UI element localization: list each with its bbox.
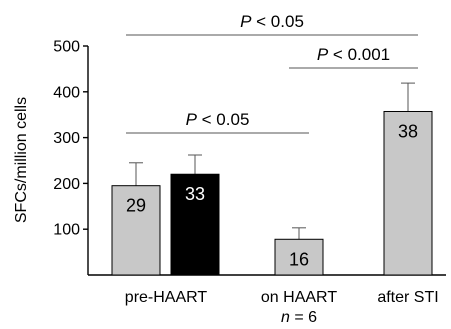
category-sublabel: n = 6 [281, 309, 317, 326]
x-axis-labels: pre-HAART on HAART n = 6 after STI [125, 289, 439, 326]
bar-data-label: 16 [289, 249, 309, 269]
bar-data-label: 33 [185, 184, 205, 204]
y-tick-label: 200 [53, 176, 80, 193]
bar [274, 238, 324, 276]
y-tick-label: 100 [53, 222, 80, 239]
y-tick-label: 300 [53, 130, 80, 147]
bar [383, 110, 433, 276]
bar [111, 185, 161, 276]
bar [170, 173, 220, 276]
bars: 29 33 16 38 [111, 82, 433, 276]
category-label: on HAART [261, 289, 337, 306]
significance-label: P < 0.001 [317, 45, 390, 64]
y-axis-label: SFCs/million cells [13, 97, 30, 223]
significance-label: P < 0.05 [240, 12, 304, 31]
bar-data-label: 38 [398, 121, 418, 141]
category-label: pre-HAART [125, 289, 208, 306]
significance-label: P < 0.05 [186, 110, 250, 129]
bar-data-label: 29 [126, 196, 146, 216]
category-label: after STI [377, 289, 438, 306]
significance-annotations: P < 0.05 P < 0.001 P < 0.05 [126, 12, 418, 134]
y-tick-label: 500 [53, 39, 80, 56]
y-tick-label: 400 [53, 84, 80, 101]
